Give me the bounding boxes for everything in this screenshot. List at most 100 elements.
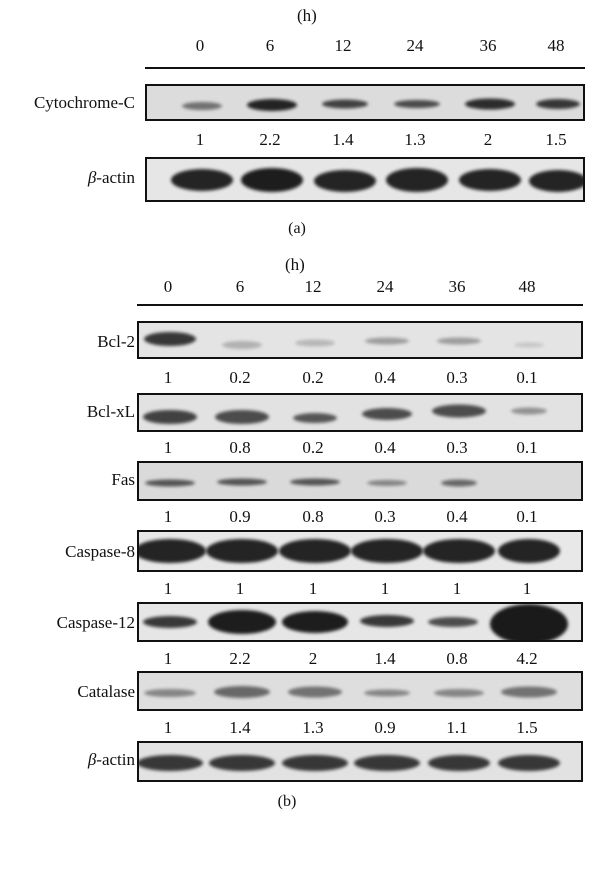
- lane-value: 1.3: [302, 718, 324, 737]
- panel-b-fas-blot: [137, 461, 583, 501]
- blot-band: [434, 689, 484, 697]
- blot-band: [145, 479, 195, 487]
- lane-value: 0: [163, 277, 173, 296]
- panel-b-unit-label: (h): [285, 255, 305, 274]
- lane-value: 1: [163, 649, 173, 668]
- lane-value: 0.4: [374, 368, 396, 387]
- lane-value: 12: [334, 36, 352, 55]
- lane-value: 2.2: [259, 130, 281, 149]
- panel-b-caspase12-label: Caspase-12: [56, 613, 135, 632]
- blot-band: [322, 99, 368, 109]
- panel-b-caspase8-blot: [137, 530, 583, 572]
- lane-value: 1: [163, 438, 173, 457]
- lane-value: 1.1: [446, 718, 468, 737]
- panel-b-beta-actin-blot: [137, 741, 583, 782]
- blot-band: [222, 341, 262, 349]
- blot-band: [536, 99, 580, 109]
- lane-value: 0.3: [374, 507, 396, 526]
- lane-value: 1.3: [404, 130, 426, 149]
- lane-value: 0.8: [302, 507, 324, 526]
- blot-band: [490, 604, 568, 640]
- blot-band: [182, 102, 222, 110]
- blot-band: [241, 168, 303, 192]
- lane-value: 1: [163, 507, 173, 526]
- blot-band: [139, 539, 206, 563]
- panel-b-header-rule: [137, 304, 583, 306]
- blot-band: [144, 332, 196, 346]
- lane-value: 24: [406, 36, 424, 55]
- lane-value: 1: [163, 718, 173, 737]
- blot-band: [529, 170, 583, 192]
- lane-value: 1: [452, 579, 462, 598]
- blot-band: [365, 337, 409, 345]
- lane-value: 0: [195, 36, 205, 55]
- blot-band: [293, 413, 337, 423]
- lane-value: 1.5: [516, 718, 538, 737]
- panel-b-caspase12-blot: [137, 602, 583, 642]
- blot-band: [288, 686, 342, 698]
- lane-value: 1: [235, 579, 245, 598]
- blot-band: [428, 617, 478, 627]
- lane-value: 1: [380, 579, 390, 598]
- lane-value: 1: [522, 579, 532, 598]
- panel-a-caption: (a): [288, 220, 306, 237]
- lane-value: 1: [163, 579, 173, 598]
- blot-band: [209, 755, 275, 771]
- panel-b-caption: (b): [277, 793, 297, 810]
- actin-text: -actin: [96, 750, 135, 769]
- blot-band: [428, 755, 490, 771]
- lane-value: 0.1: [516, 438, 538, 457]
- lane-value: 0.2: [302, 438, 324, 457]
- blot-band: [139, 755, 203, 771]
- lane-value: 1.4: [332, 130, 354, 149]
- lane-value: 0.1: [516, 368, 538, 387]
- panel-b-beta-actin-label: β-actin: [88, 750, 135, 770]
- lane-value: 0.9: [374, 718, 396, 737]
- blot-band: [217, 478, 267, 486]
- lane-value: 24: [376, 277, 394, 296]
- blot-band: [208, 610, 276, 634]
- blot-band: [498, 755, 560, 771]
- blot-band: [351, 539, 423, 563]
- panel-b-bcl2-blot: [137, 321, 583, 359]
- blot-band: [394, 100, 440, 108]
- lane-value: 0.8: [446, 649, 468, 668]
- blot-band: [437, 337, 481, 345]
- lane-value: 48: [518, 277, 536, 296]
- blot-band: [511, 407, 547, 415]
- panel-a-unit-label: (h): [297, 6, 317, 25]
- blot-band: [498, 539, 560, 563]
- lane-value: 1: [195, 130, 205, 149]
- blot-band: [459, 169, 521, 191]
- lane-value: 0.3: [446, 438, 468, 457]
- panel-a-beta-actin-label: β-actin: [88, 168, 135, 188]
- blot-band: [386, 168, 448, 192]
- lane-value: 0.8: [229, 438, 251, 457]
- panel-a-beta-actin-blot: [145, 157, 585, 202]
- lane-value: 1.5: [545, 130, 567, 149]
- blot-band: [423, 539, 495, 563]
- panel-b-fas-label: Fas: [111, 470, 135, 489]
- blot-band: [215, 410, 269, 424]
- panel-b-catalase-label: Catalase: [77, 682, 135, 701]
- lane-value: 1: [308, 579, 318, 598]
- lane-value: 0.9: [229, 507, 251, 526]
- panel-a-cytochrome-c-blot: [145, 84, 585, 121]
- lane-value: 36: [448, 277, 466, 296]
- panel-a-header-rule: [145, 67, 585, 69]
- blot-band: [354, 755, 420, 771]
- blot-band: [514, 342, 544, 348]
- blot-band: [360, 615, 414, 627]
- lane-value: 0.2: [302, 368, 324, 387]
- lane-value: 6: [235, 277, 245, 296]
- blot-band: [206, 539, 278, 563]
- panel-a-cytochrome-c-label: Cytochrome-C: [33, 93, 135, 112]
- blot-band: [214, 686, 270, 698]
- lane-value: 48: [547, 36, 565, 55]
- blot-band: [441, 479, 477, 487]
- lane-value: 0.2: [229, 368, 251, 387]
- blot-band: [501, 686, 557, 698]
- panel-b-bcl2-label: Bcl-2: [97, 332, 135, 351]
- blot-band: [279, 539, 351, 563]
- blot-band: [143, 410, 197, 424]
